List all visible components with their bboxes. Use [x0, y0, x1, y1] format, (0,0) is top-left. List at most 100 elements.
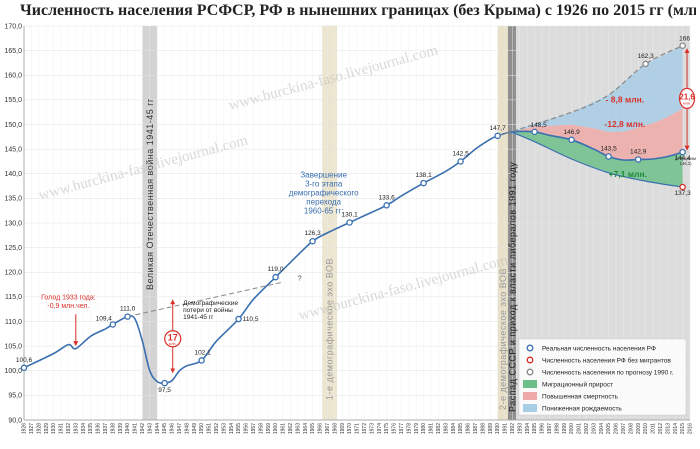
x-tick-label: 1931	[59, 423, 65, 434]
x-tick-label: 1941	[133, 423, 139, 434]
data-point	[161, 379, 168, 387]
x-tick-label: 1930	[51, 423, 57, 434]
war-losses-label: потери от войны	[183, 306, 233, 314]
y-tick-label: 140,0	[4, 171, 22, 178]
legend-label: Миграционный прирост	[542, 380, 613, 388]
transition-label: 3-го этапа	[305, 180, 343, 189]
transition-label: 1960-65 гг:	[304, 207, 344, 216]
gap-blue-label: - 8,8 млн.	[606, 94, 645, 104]
x-tick-label: 1990	[495, 423, 501, 434]
x-tick-label: 1974	[377, 423, 383, 434]
x-tick-label: 1971	[355, 423, 361, 434]
data-point	[346, 219, 353, 226]
data-label: 142,9	[630, 148, 647, 155]
x-tick-label: 1965	[310, 423, 316, 434]
data-label: 147,7	[489, 125, 506, 132]
x-tick-label: 1983	[443, 423, 449, 434]
x-tick-label: 1943	[147, 423, 153, 434]
x-tick-label: 2004	[599, 423, 605, 434]
x-tick-label: 1994	[525, 423, 531, 434]
x-tick-label: 1927	[29, 423, 35, 434]
war-losses-badge	[164, 330, 182, 348]
x-tick-label: 2010	[643, 423, 649, 434]
data-point	[634, 156, 642, 163]
war-band-label: Великая Отечественная война 1941-45 гг	[145, 98, 155, 290]
data-point	[420, 179, 427, 187]
x-tick-label: 1935	[88, 423, 94, 434]
legend-swatch	[523, 404, 537, 412]
data-label: 100,6	[16, 357, 33, 364]
data-label: 166	[679, 36, 690, 43]
x-tick-label: 1949	[192, 423, 198, 434]
data-point	[198, 357, 205, 364]
crimea-note: 146,3)	[680, 161, 692, 166]
x-tick-label: 2005	[606, 423, 612, 434]
legend-swatch	[523, 392, 537, 400]
question-mark: ?	[298, 276, 302, 283]
data-point	[679, 42, 686, 49]
data-label: 162,3	[637, 53, 654, 60]
data-label: 143,5	[600, 146, 617, 153]
x-tick-label: 1937	[103, 423, 109, 434]
data-point	[679, 148, 686, 156]
x-tick-label: 1961	[281, 423, 287, 434]
x-tick-label: 1981	[429, 423, 435, 434]
data-point	[272, 273, 279, 281]
series-line-no-migrants	[512, 131, 683, 188]
echo2-band-label: 2-е демографическое эхо ВОВ	[498, 268, 508, 410]
x-tick-label: 1978	[406, 423, 412, 434]
x-tick-label: 2014	[673, 423, 679, 434]
x-tick-label: 1945	[162, 423, 168, 434]
x-tick-label: 1962	[288, 423, 294, 434]
legend-label: Численность населения РФ без мигрантов	[542, 356, 671, 364]
x-tick-label: 1960	[273, 423, 279, 434]
legend-marker	[526, 368, 534, 376]
war-losses-unit: млн.	[169, 342, 176, 346]
data-point	[679, 183, 686, 191]
x-tick-label: 1989	[488, 423, 494, 434]
x-tick-label: 1979	[414, 423, 420, 434]
gap-total: 21,6	[679, 92, 695, 101]
x-tick-label: 1975	[384, 423, 390, 434]
y-tick-label: 150,0	[4, 122, 22, 129]
x-tick-label: 1968	[332, 423, 338, 434]
x-tick-label: 1976	[392, 423, 398, 434]
y-tick-label: 100,0	[4, 368, 22, 375]
x-tick-label: 2011	[651, 423, 657, 434]
x-tick-label: 2002	[584, 423, 590, 434]
famine-value: -0,9 млн.чел.	[47, 303, 89, 310]
x-tick-label: 1986	[466, 423, 472, 434]
war-losses-label: Демографические	[183, 300, 238, 307]
x-tick-label: 1966	[318, 423, 324, 434]
data-point	[568, 136, 575, 144]
prewar-trend-line	[127, 281, 284, 318]
legend-marker	[526, 356, 534, 364]
x-tick-label: 1996	[540, 423, 546, 434]
data-label: 137,3	[674, 190, 691, 197]
data-label: 102,1	[194, 349, 211, 356]
x-tick-label: 2015	[680, 423, 686, 434]
series-line-forecast	[497, 45, 683, 137]
collapse-band-label: Распад СССР и приход к власти либералов …	[507, 162, 517, 412]
x-tick-label: 1988	[480, 423, 486, 434]
legend-box	[518, 338, 687, 416]
x-tick-label: 1970	[347, 423, 353, 434]
x-tick-label: 1972	[362, 423, 368, 434]
x-tick-label: 1953	[221, 423, 227, 434]
x-tick-label: 1944	[155, 423, 161, 434]
war-losses-value: 17	[168, 333, 178, 343]
x-tick-label: 2003	[591, 423, 597, 434]
x-tick-label: 1964	[303, 423, 309, 434]
x-tick-label: 1980	[421, 423, 427, 434]
x-tick-label: 2006	[614, 423, 620, 434]
data-label: 133,6	[378, 194, 395, 201]
data-point	[20, 364, 28, 372]
x-tick-label: 1977	[399, 423, 405, 434]
x-tick-label: 1939	[118, 423, 124, 434]
x-tick-label: 1933	[73, 423, 79, 434]
data-point	[531, 128, 538, 136]
data-point	[383, 202, 390, 209]
x-tick-label: 1998	[554, 423, 560, 434]
